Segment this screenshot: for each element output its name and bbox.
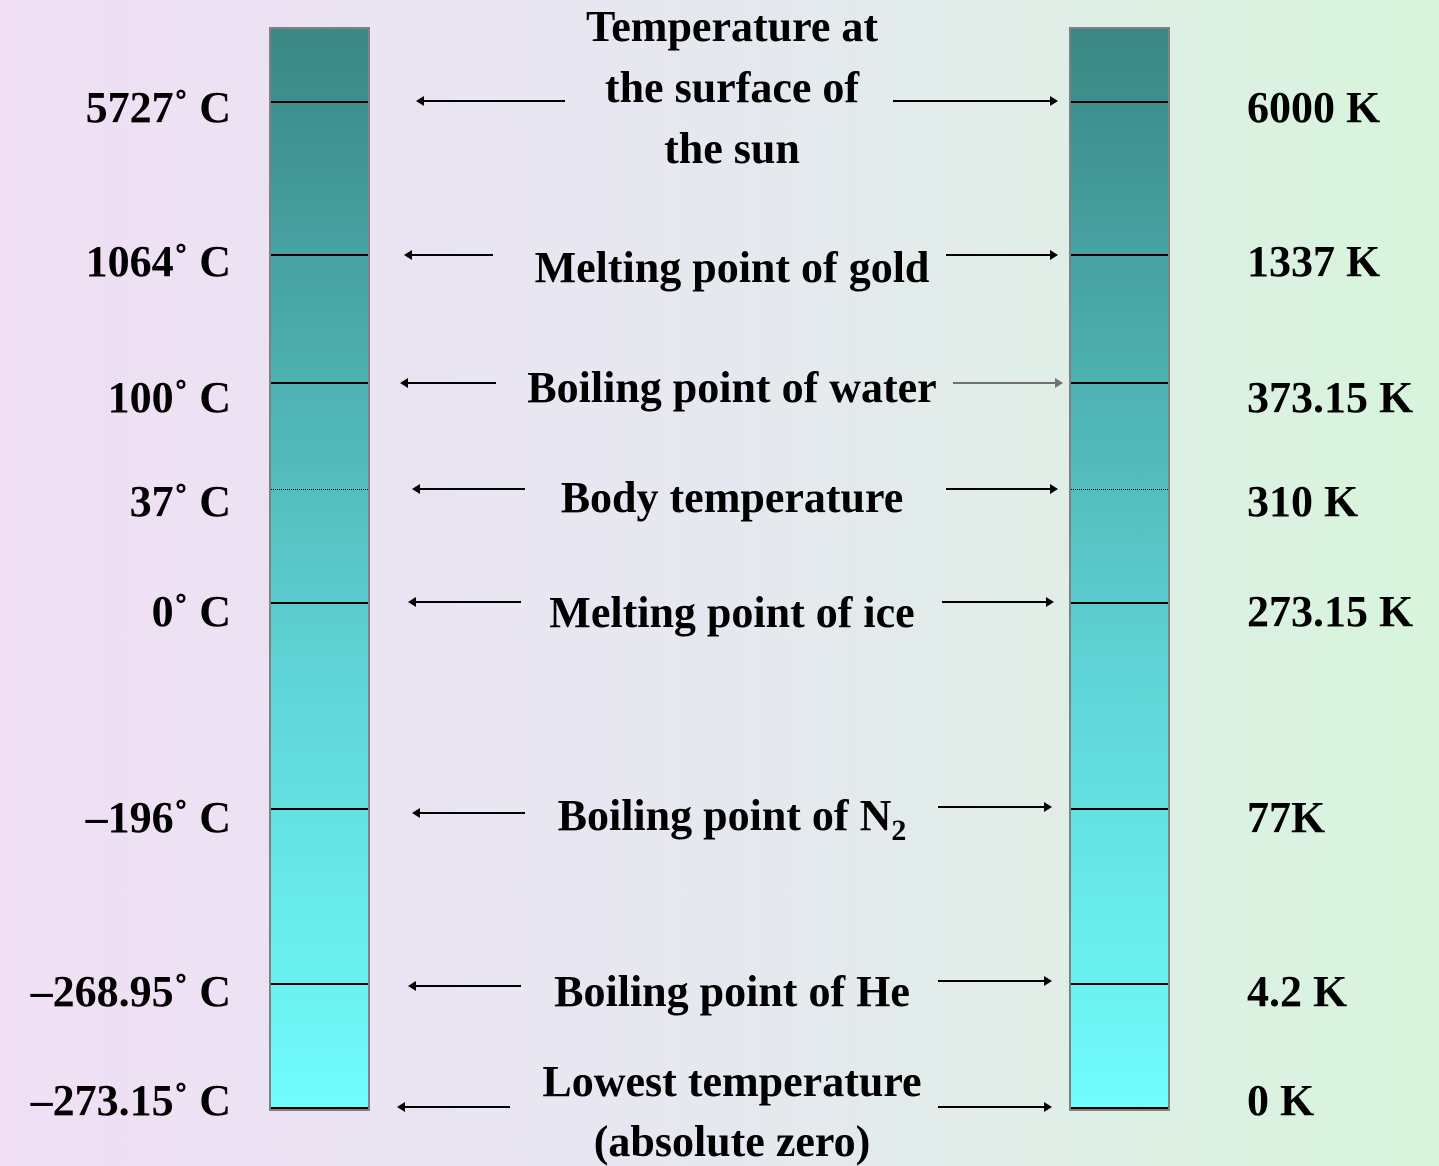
- celsius-label-body: 37˚ C: [129, 477, 231, 526]
- kelvin-tick-he: [1071, 983, 1168, 985]
- arrow-right-ice: [942, 597, 1054, 607]
- arrow-right-sun: [893, 96, 1058, 106]
- kelvin-tick-zero: [1071, 1107, 1168, 1109]
- label-water: Boiling point of water: [527, 363, 937, 412]
- arrow-left-body: [412, 484, 525, 494]
- label-ice: Melting point of ice: [549, 588, 915, 637]
- celsius-tick-water: [271, 382, 368, 384]
- celsius-label-sun: 5727˚ C: [85, 83, 231, 132]
- celsius-label-n2: –196˚ C: [85, 793, 231, 842]
- kelvin-label-sun: 6000 K: [1247, 83, 1381, 132]
- celsius-label-he: –268.95˚ C: [30, 967, 231, 1016]
- celsius-label-ice: 0˚ C: [151, 587, 231, 636]
- label-sun-line3: the sun: [664, 124, 800, 173]
- label-n2: Boiling point of N2: [480, 791, 984, 846]
- arrow-left-gold: [404, 250, 493, 260]
- kelvin-tick-water: [1071, 382, 1168, 384]
- kelvin-label-water: 373.15 K: [1247, 373, 1414, 422]
- celsius-tick-he: [271, 983, 368, 985]
- kelvin-tick-n2: [1071, 808, 1168, 810]
- label-body: Body temperature: [560, 473, 904, 522]
- arrow-right-he: [938, 976, 1052, 986]
- kelvin-tick-ice: [1071, 602, 1168, 604]
- label-n2-text: Boiling point of N: [557, 791, 892, 840]
- arrow-right-gold: [946, 250, 1058, 260]
- label-sun-line2: the surface of: [604, 63, 860, 112]
- celsius-label-zero: –273.15˚ C: [30, 1076, 231, 1125]
- label-he: Boiling point of He: [554, 967, 910, 1016]
- kelvin-thermometer-bar: [1069, 27, 1170, 1111]
- kelvin-tick-sun: [1071, 101, 1168, 103]
- celsius-tick-ice: [271, 602, 368, 604]
- kelvin-label-zero: 0 K: [1247, 1076, 1315, 1125]
- celsius-tick-gold: [271, 254, 368, 256]
- celsius-tick-zero: [271, 1107, 368, 1109]
- arrow-left-he: [408, 981, 521, 991]
- arrow-left-zero: [397, 1102, 510, 1112]
- arrow-right-zero: [938, 1102, 1052, 1112]
- celsius-tick-n2: [271, 808, 368, 810]
- celsius-tick-sun: [271, 101, 368, 103]
- label-gold: Melting point of gold: [534, 243, 930, 292]
- celsius-tick-body: [271, 489, 368, 490]
- label-n2-subscript: 2: [891, 814, 907, 847]
- kelvin-label-he: 4.2 K: [1247, 967, 1348, 1016]
- kelvin-tick-gold: [1071, 254, 1168, 256]
- celsius-thermometer-bar: [269, 27, 370, 1111]
- arrow-right-water: [953, 378, 1063, 388]
- celsius-label-water: 100˚ C: [107, 373, 231, 422]
- label-zero-line1: Lowest temperature: [542, 1057, 922, 1106]
- kelvin-label-body: 310 K: [1247, 477, 1359, 526]
- arrow-right-body: [946, 484, 1058, 494]
- kelvin-label-gold: 1337 K: [1247, 237, 1381, 286]
- label-zero-line2: (absolute zero): [593, 1117, 871, 1166]
- label-sun-line1: Temperature at: [585, 2, 879, 51]
- celsius-label-gold: 1064˚ C: [85, 237, 231, 286]
- arrow-left-n2: [412, 808, 525, 818]
- kelvin-label-n2: 77K: [1247, 793, 1326, 842]
- kelvin-label-ice: 273.15 K: [1247, 587, 1414, 636]
- kelvin-tick-body: [1071, 489, 1168, 490]
- arrow-right-n2: [938, 802, 1052, 812]
- arrow-left-sun: [416, 96, 565, 106]
- arrow-left-ice: [408, 597, 521, 607]
- arrow-left-water: [400, 378, 496, 388]
